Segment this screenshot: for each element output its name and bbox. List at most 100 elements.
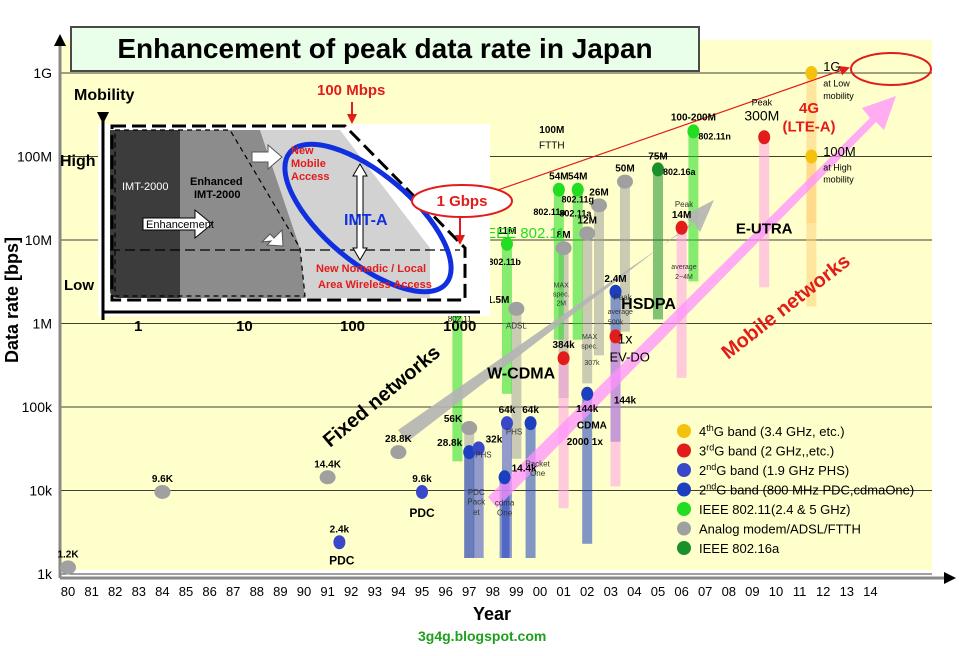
projection-arrow — [454, 65, 850, 206]
series-column — [511, 308, 522, 459]
series-column — [582, 233, 593, 384]
data-point-fixed — [579, 226, 596, 241]
data-point-2g_800 — [463, 445, 476, 460]
data-point-3g — [758, 130, 771, 145]
data-label: 56K — [444, 414, 463, 425]
x-tick-label: 05 — [651, 584, 665, 599]
annotation-text: 100M — [539, 125, 564, 136]
x-tick-label: 98 — [486, 584, 500, 599]
x-axis-ticks: 80 81 82 83 84 85 86 87 88 89 90 91 92 93 94 95 96 97 98 99… — [61, 584, 878, 599]
legend-label: 2ndG band (1.9 GHz PHS) — [699, 462, 849, 478]
series-column — [759, 137, 770, 288]
data-label: 2.4k — [330, 524, 350, 535]
annotation-text: 802.16a — [663, 167, 697, 177]
data-point-fixed — [154, 484, 171, 499]
x-tick-label: 94 — [391, 584, 405, 599]
data-label: 384k — [552, 340, 575, 351]
annotation-text: IEEE 802.11 — [482, 225, 565, 242]
x-tick-label: 80 — [61, 584, 75, 599]
side-note-text: at Low — [823, 78, 850, 88]
annotation-text: 500k — [608, 320, 624, 327]
x-tick-label: 93 — [368, 584, 382, 599]
data-point-fixed — [591, 198, 607, 213]
series-column — [688, 131, 699, 282]
annotation-text: (LTE-A) — [783, 118, 836, 135]
y-axis-label: Data rate [bps] — [2, 237, 22, 363]
series-column — [653, 169, 663, 320]
data-point-2g_19 — [472, 441, 485, 456]
legend-swatch — [677, 424, 691, 438]
data-label: 12M — [577, 215, 596, 226]
series-column — [676, 227, 687, 378]
legend-swatch — [677, 521, 691, 536]
x-tick-label: 99 — [509, 584, 523, 599]
series-column — [553, 189, 564, 340]
data-label: 1.2K — [57, 549, 79, 560]
inset-x-tick-1: 1 — [134, 318, 142, 335]
callout-1gbps-ellipse — [411, 184, 513, 218]
x-tick-label: 88 — [250, 584, 264, 599]
legend-label: IEEE 802.16a — [699, 541, 780, 556]
annotation-text: Packet — [525, 459, 550, 468]
annotation-text: 1x — [618, 330, 633, 346]
chart-title: Enhancement of peak data rate in Japan — [70, 26, 700, 72]
series-column — [473, 448, 484, 558]
annotation-text: PDC — [329, 553, 355, 567]
y-tick-label: 100M — [17, 149, 52, 165]
inset-imt-a-label: IMT-A — [344, 212, 388, 229]
x-tick-label: 97 — [462, 584, 476, 599]
callout-1gbps: 1 Gbps — [437, 193, 488, 210]
annotation-text: CDMA — [577, 421, 607, 432]
inset-mobility-label: Mobility — [74, 87, 135, 104]
series-column — [572, 189, 583, 340]
legend-swatch — [677, 502, 691, 516]
data-point-2g_19 — [416, 484, 428, 499]
y-tick-label: 10k — [29, 483, 53, 499]
x-tick-label: 00 — [533, 584, 547, 599]
legend-swatch — [677, 482, 691, 497]
data-label: 14.4K — [314, 459, 341, 470]
annotation-text: HSDPA — [621, 296, 676, 313]
inset-x-tick-1000: 1000 — [443, 318, 476, 335]
data-label: 28.8k — [437, 438, 462, 449]
legend-label: IEEE 802.11(2.4 & 5 GHz) — [699, 502, 851, 517]
annotation-text: average — [671, 264, 696, 271]
annotation-text: cdma — [495, 499, 515, 508]
enhancement-arrow-icon — [142, 208, 213, 240]
annotation-text: E-UTRA — [736, 220, 793, 237]
annotation-text: ADSL — [506, 322, 527, 331]
data-point-fixed — [461, 421, 478, 436]
mobile-networks-arrow — [488, 96, 896, 508]
x-tick-label: 14 — [863, 584, 877, 599]
series-column — [806, 156, 817, 307]
x-tick-label: 10 — [769, 584, 783, 599]
data-label: 9.6K — [152, 474, 174, 485]
legend-swatch — [677, 463, 691, 477]
inset-imt2000-region — [110, 130, 180, 298]
annotation-text: PHS — [506, 427, 522, 436]
y-axis-ticks: 1k 10k 100k 1M 10M 100M 1G — [17, 65, 53, 582]
data-point-labels: 1.2K9.6K14.4K28.8K56K1.5M8M12M26M50M2.4k… — [57, 151, 691, 560]
annotation-text: 802.11a — [533, 207, 566, 217]
x-tick-label: 04 — [627, 584, 641, 599]
inset-new-mobile-label-1: New — [291, 145, 314, 157]
x-tick-label: 96 — [438, 584, 452, 599]
annotation-text: EV-DO — [609, 350, 649, 365]
data-label: 32k — [486, 434, 503, 445]
axes — [54, 34, 956, 584]
data-point-3g — [675, 220, 688, 235]
side-note-text: 1G — [823, 59, 840, 74]
annotation-text: One — [497, 509, 513, 518]
annotation-text: 2000 1x — [567, 437, 604, 448]
data-point-2g_800 — [524, 416, 537, 431]
legend-label: Analog modem/ADSL/FTTH — [699, 522, 861, 537]
x-tick-label: 83 — [132, 584, 146, 599]
series-column — [594, 205, 604, 356]
data-label: 28.8K — [385, 434, 412, 445]
series-column — [464, 452, 475, 558]
nomadic-arrow-icon — [260, 228, 284, 247]
annotation-text: W-CDMA — [487, 365, 556, 382]
x-tick-label: 12 — [816, 584, 830, 599]
x-tick-label: 81 — [84, 584, 98, 599]
inset-high-label: High — [60, 153, 96, 170]
